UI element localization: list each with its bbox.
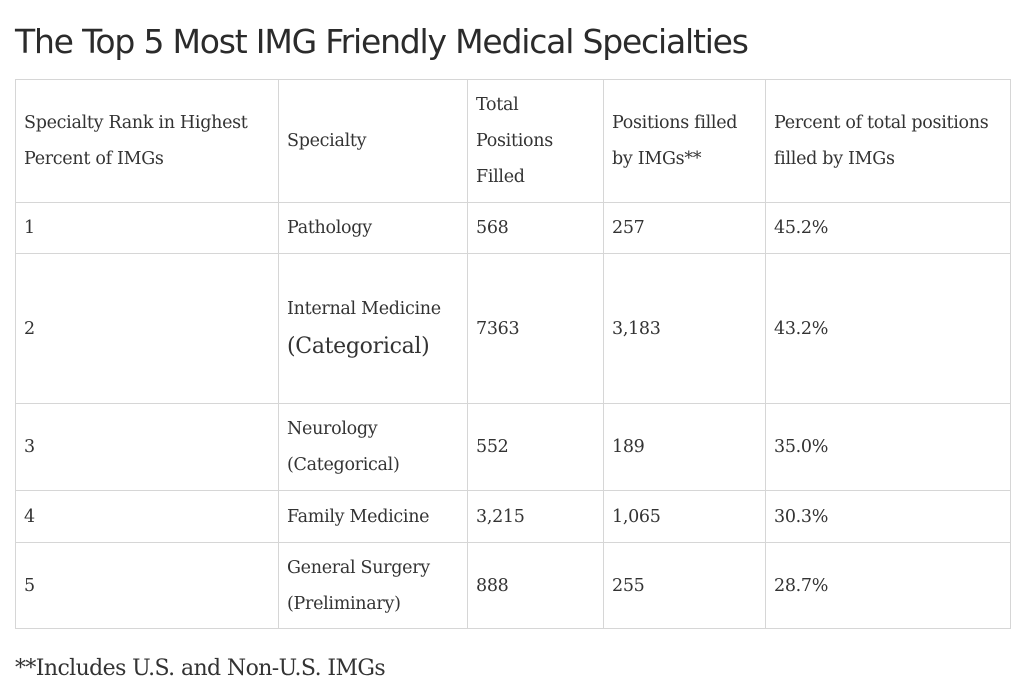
cell-total-positions: 888	[467, 542, 604, 629]
specialty-name: General Surgery	[287, 557, 430, 578]
header-total-positions: Total Positions Filled	[467, 79, 604, 203]
table-row: 3 Neurology (Categorical) 552 189 35.0%	[15, 403, 1011, 491]
table-header-row: Specialty Rank in Highest Percent of IMG…	[15, 79, 1011, 203]
specialty-note: (Preliminary)	[287, 593, 401, 614]
cell-positions-by-imgs: 1,065	[603, 490, 766, 543]
cell-specialty: Pathology	[278, 202, 468, 254]
cell-rank: 4	[15, 490, 279, 543]
specialty-name: Pathology	[287, 218, 372, 238]
header-rank: Specialty Rank in Highest Percent of IMG…	[15, 79, 279, 203]
header-percent-imgs: Percent of total positions filled by IMG…	[765, 79, 1011, 203]
table-row: 2 Internal Medicine (Categorical) 7363 3,…	[15, 253, 1011, 404]
page-title: The Top 5 Most IMG Friendly Medical Spec…	[15, 22, 749, 61]
cell-specialty: Family Medicine	[278, 490, 468, 543]
cell-total-positions: 7363	[467, 253, 604, 404]
cell-percent-imgs: 35.0%	[765, 403, 1011, 491]
specialty-note: (Categorical)	[287, 333, 430, 359]
cell-percent-imgs: 45.2%	[765, 202, 1011, 254]
specialty-name: Family Medicine	[287, 506, 430, 527]
cell-total-positions: 3,215	[467, 490, 604, 543]
cell-specialty: Internal Medicine (Categorical)	[278, 253, 468, 404]
cell-percent-imgs: 30.3%	[765, 490, 1011, 543]
specialty-name: Neurology	[287, 419, 378, 439]
cell-rank: 1	[15, 202, 279, 254]
table-row: 4 Family Medicine 3,215 1,065 30.3%	[15, 490, 1011, 543]
cell-percent-imgs: 28.7%	[765, 542, 1011, 629]
table-row: 5 General Surgery (Preliminary) 888 255 2…	[15, 542, 1011, 629]
specialty-name: Internal Medicine	[287, 298, 441, 319]
cell-positions-by-imgs: 189	[603, 403, 766, 491]
cell-positions-by-imgs: 255	[603, 542, 766, 629]
cell-positions-by-imgs: 3,183	[603, 253, 766, 404]
cell-total-positions: 568	[467, 202, 604, 254]
specialty-note: (Categorical)	[287, 455, 400, 475]
table-row: 1 Pathology 568 257 45.2%	[15, 202, 1011, 254]
header-specialty: Specialty	[278, 79, 468, 203]
cell-rank: 5	[15, 542, 279, 629]
cell-specialty: General Surgery (Preliminary)	[278, 542, 468, 629]
cell-rank: 2	[15, 253, 279, 404]
footnote: **Includes U.S. and Non-U.S. IMGs	[15, 656, 386, 681]
cell-rank: 3	[15, 403, 279, 491]
specialties-table: Specialty Rank in Highest Percent of IMG…	[15, 79, 1011, 629]
header-positions-by-imgs: Positions filled by IMGs**	[603, 79, 766, 203]
cell-percent-imgs: 43.2%	[765, 253, 1011, 404]
cell-total-positions: 552	[467, 403, 604, 491]
cell-specialty: Neurology (Categorical)	[278, 403, 468, 491]
cell-positions-by-imgs: 257	[603, 202, 766, 254]
